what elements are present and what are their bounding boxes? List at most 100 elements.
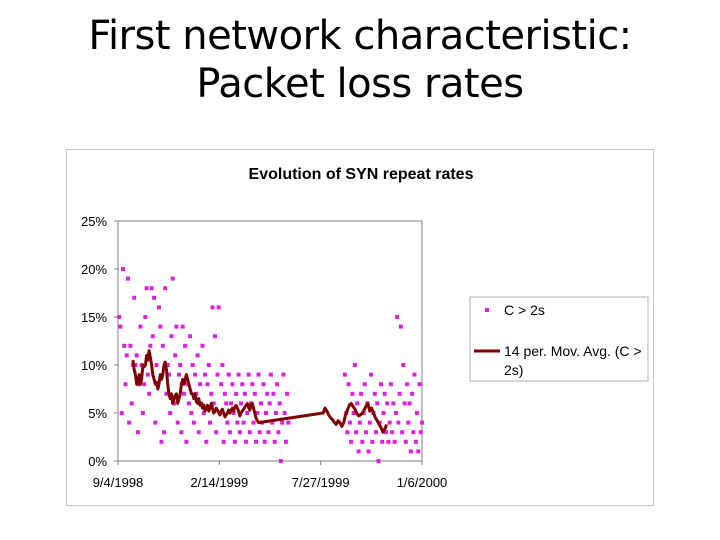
y-axis: 0% 5% 10% 15% 20% 25% (81, 214, 118, 469)
scatter-point (397, 391, 402, 396)
scatter-point (379, 382, 383, 387)
scatter-point (369, 372, 373, 377)
scatter-point (235, 420, 240, 425)
legend-label-scatter: C > 2s (504, 302, 545, 318)
scatter-point (173, 353, 178, 358)
scatter-point (128, 343, 133, 348)
scatter-point (346, 382, 351, 387)
scatter-point (227, 430, 232, 435)
scatter-point (184, 439, 189, 444)
scatter-point (213, 334, 217, 339)
scatter-point (254, 439, 258, 444)
y-tick-label: 10% (81, 358, 107, 373)
scatter-point (406, 420, 411, 425)
scatter-point (241, 420, 246, 425)
scatter-point (230, 382, 235, 387)
scatter-point (196, 430, 201, 435)
scatter-point (221, 439, 226, 444)
scatter-point (135, 430, 140, 435)
scatter-point (359, 391, 364, 396)
scatter-point (418, 430, 423, 435)
scatter-point (270, 420, 275, 425)
scatter-point (410, 391, 415, 396)
scatter-point (127, 420, 132, 425)
scatter-point (206, 363, 211, 367)
scatter-point (405, 382, 410, 387)
scatter-point (152, 295, 157, 300)
scatter-point (183, 343, 188, 348)
scatter-point (169, 334, 174, 339)
scatter-point (144, 286, 149, 291)
scatter-point (179, 430, 184, 435)
scatter-point (158, 324, 163, 329)
scatter-point (153, 420, 158, 425)
scatter-point (362, 382, 367, 387)
legend-box (469, 296, 649, 382)
scatter-point (400, 430, 405, 435)
scatter-point (281, 372, 286, 377)
scatter-point (390, 430, 395, 435)
scatter-point (205, 382, 210, 387)
scatter-point (347, 420, 352, 425)
scatter-point (415, 411, 419, 415)
scatter-point (222, 391, 227, 396)
scatter-point (162, 430, 166, 435)
scatter-point (388, 382, 393, 387)
scatter-point (198, 382, 203, 387)
scatter-point (272, 439, 277, 444)
scatter-point (167, 372, 171, 377)
scatter-point (267, 401, 272, 406)
scatter-point (375, 401, 380, 406)
scatter-point (271, 391, 276, 396)
scatter-point (345, 430, 350, 435)
scatter-point (201, 411, 206, 415)
plot-area (117, 220, 423, 462)
y-tick-label: 5% (88, 406, 107, 421)
scatter-point (382, 391, 387, 396)
scatter-point (160, 343, 165, 348)
scatter-point (123, 382, 128, 387)
scatter-point (407, 401, 412, 406)
scatter-point (366, 449, 371, 454)
scatter-point (387, 420, 392, 425)
x-tick-label: 2/14/1999 (190, 475, 248, 490)
scatter-point (214, 430, 219, 435)
scatter-point (174, 324, 179, 329)
scatter-point (355, 401, 360, 406)
scatter-point (278, 459, 283, 463)
scatter-point (154, 363, 159, 367)
scatter-point (376, 459, 381, 463)
scatter-point (204, 439, 209, 444)
scatter-point (231, 411, 236, 415)
scatter-point (350, 391, 355, 396)
scatter-point (266, 430, 271, 435)
scatter-point (412, 372, 417, 377)
scatter-point (140, 411, 145, 415)
scatter-point (149, 286, 154, 291)
scatter-point (416, 449, 421, 454)
scatter-point (129, 401, 134, 406)
scatter-point (240, 382, 245, 387)
scatter-point (209, 391, 214, 396)
moving-average-series (131, 349, 388, 434)
y-tick-label: 0% (88, 454, 107, 469)
scatter-point (356, 449, 361, 454)
scatter-point (403, 439, 408, 444)
scatter-point (232, 439, 237, 444)
scatter-point (370, 439, 375, 444)
scatter-point (157, 305, 161, 310)
scatter-point (145, 372, 150, 377)
scatter-point (163, 286, 168, 291)
scatter-point (181, 391, 186, 396)
x-tick-label: 7/27/1999 (292, 475, 350, 490)
scatter-point (189, 411, 194, 415)
scatter-point (257, 430, 262, 435)
legend-label-line-1: 14 per. Mov. Avg. (C > (504, 343, 642, 359)
scatter-point (413, 439, 418, 444)
scatter-point (417, 382, 422, 387)
scatter-point (203, 372, 207, 377)
scatter-point (264, 411, 268, 415)
scatter-point (180, 324, 185, 329)
y-tick-label: 20% (81, 262, 107, 277)
